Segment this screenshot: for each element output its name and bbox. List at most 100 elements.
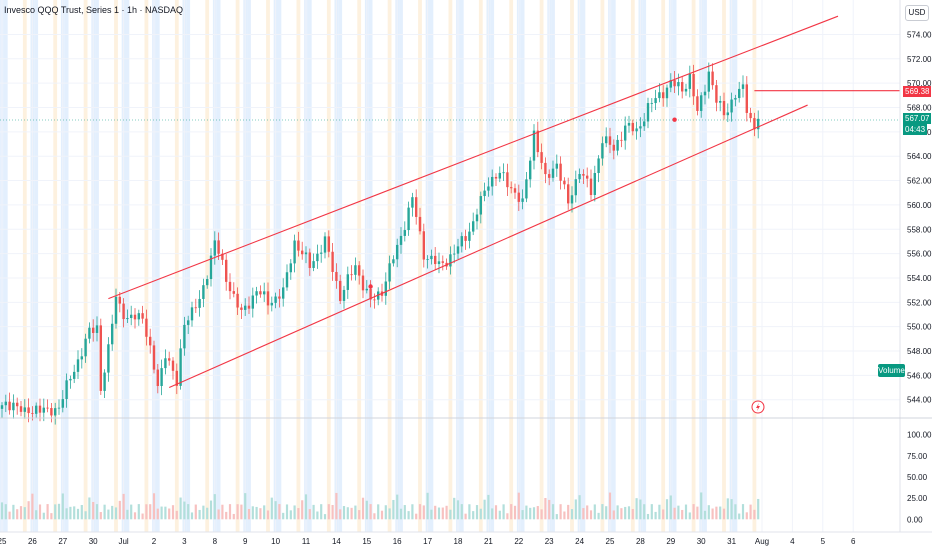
volume-bar — [19, 506, 23, 520]
candle-body — [635, 128, 638, 132]
volume-bar — [320, 504, 323, 520]
candle-body — [312, 261, 315, 268]
candle-body — [707, 71, 710, 92]
volume-bar — [730, 499, 733, 520]
candle-body — [209, 255, 213, 280]
price-tick-label: 564.00 — [907, 152, 932, 161]
volume-bar — [274, 501, 277, 520]
volume-bar — [696, 506, 699, 520]
candle-body — [684, 88, 688, 92]
volume-bars — [0, 492, 760, 520]
volume-bar — [734, 504, 737, 520]
volume-bar — [616, 505, 619, 520]
candle-body — [323, 236, 327, 253]
price-tick-label: 560.00 — [907, 201, 932, 210]
symbol-title[interactable]: Invesco QQQ Trust, Series 1 · 1h · NASDA… — [4, 5, 184, 15]
volume-bar — [380, 510, 384, 520]
candle-body — [358, 265, 361, 276]
volume-bar — [494, 505, 498, 520]
volume-bar — [635, 498, 638, 520]
volume-bar — [103, 504, 106, 520]
candle-body — [665, 87, 669, 99]
session-band — [125, 0, 130, 532]
candle-body — [111, 323, 114, 345]
candle-body — [38, 405, 42, 413]
candle-body — [118, 296, 121, 304]
candle-body — [654, 98, 657, 104]
candle-body — [700, 95, 703, 111]
candle-body — [114, 296, 118, 324]
candle-body — [361, 275, 365, 291]
candle-body — [42, 407, 45, 413]
volume-bar — [597, 512, 600, 520]
session-band — [216, 0, 221, 532]
candle-body — [757, 118, 760, 130]
candle-body — [335, 271, 338, 281]
volume-bar — [304, 494, 308, 520]
candle-body — [407, 207, 410, 231]
candle-body — [608, 136, 612, 145]
marker-dot — [672, 117, 677, 122]
volume-tick-label: 50.00 — [907, 473, 928, 482]
candle-body — [282, 287, 285, 299]
volume-bar — [418, 504, 422, 520]
volume-bar — [164, 506, 167, 520]
price-tick-label: 548.00 — [907, 347, 932, 356]
volume-bar — [323, 514, 327, 520]
price-tick-label: 574.00 — [907, 30, 932, 39]
time-tick-label: 24 — [575, 537, 584, 546]
volume-bar — [479, 508, 482, 520]
candle-body — [513, 188, 517, 193]
candle-body — [570, 195, 574, 204]
volume-bar — [285, 504, 289, 520]
candle-body — [297, 240, 300, 251]
candle-body — [650, 103, 653, 104]
time-tick-label: 29 — [666, 537, 675, 546]
volume-bar — [612, 510, 615, 520]
candle-body — [711, 71, 714, 86]
lightning-icon[interactable] — [751, 400, 765, 414]
volume-bar — [228, 504, 232, 520]
candle-body — [601, 143, 604, 159]
candle-body — [73, 371, 76, 379]
time-tick-label: 28 — [636, 537, 645, 546]
volume-bar — [213, 494, 216, 520]
countdown-tag: 04:43 — [903, 124, 928, 135]
volume-bar — [73, 506, 76, 520]
candle-body — [369, 288, 372, 300]
volume-label[interactable]: Volume — [878, 364, 905, 377]
volume-bar — [327, 504, 330, 520]
volume-tick-label: 75.00 — [907, 452, 928, 461]
session-band — [478, 0, 483, 532]
time-tick-label: 2 — [152, 537, 157, 546]
candle-body — [76, 359, 80, 372]
volume-bar — [99, 512, 102, 520]
session-band — [155, 0, 160, 532]
volume-bar — [259, 508, 262, 520]
candle-body — [270, 302, 273, 306]
candle-body — [631, 122, 634, 132]
candle-body — [472, 221, 475, 232]
volume-bar — [555, 514, 558, 520]
currency-button[interactable]: USD — [905, 5, 929, 21]
candle-body — [605, 136, 608, 144]
time-tick-label: 26 — [28, 537, 37, 546]
candle-body — [494, 176, 498, 179]
candle-body — [301, 250, 304, 255]
candle-body — [346, 274, 349, 290]
candle-body — [681, 82, 684, 92]
volume-bar — [361, 497, 365, 520]
volume-bar — [411, 504, 414, 520]
session-band — [235, 0, 240, 532]
volume-bar — [107, 509, 110, 520]
volume-bar — [23, 507, 26, 520]
candle-body — [578, 174, 581, 180]
candle-body — [19, 406, 23, 412]
volume-bar — [510, 504, 513, 520]
volume-bar — [502, 504, 505, 520]
candle-body — [202, 285, 205, 299]
candle-body — [403, 230, 406, 236]
volume-bar — [282, 512, 285, 520]
candle-body — [80, 356, 83, 360]
